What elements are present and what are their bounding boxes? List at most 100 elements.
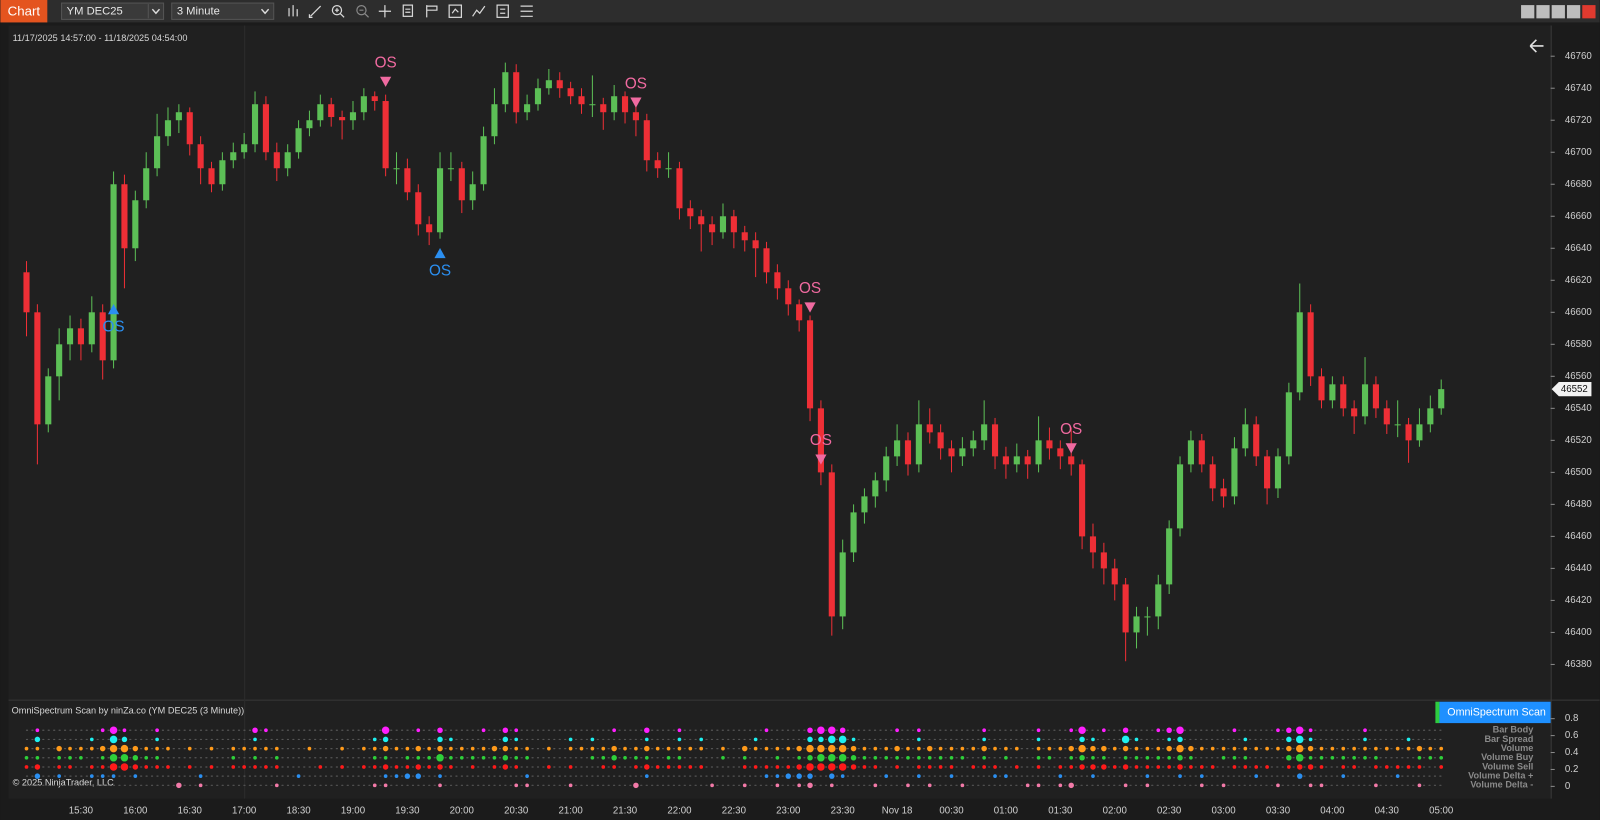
interval-select[interactable] — [171, 2, 275, 20]
y-tick-label: 46600 — [1565, 307, 1592, 318]
x-tick-label: 16:00 — [123, 805, 147, 816]
scan-dot — [1308, 783, 1313, 788]
candle-body — [1231, 448, 1238, 497]
candle-body — [883, 456, 890, 481]
copyright: © 2025 NinjaTrader, LLC — [13, 778, 114, 788]
scan-dot — [274, 746, 279, 751]
scan-dot — [568, 737, 573, 742]
scan-dot — [601, 746, 606, 751]
y-tick-label: 46660 — [1565, 211, 1592, 222]
scan-dot — [253, 755, 257, 760]
scan-dot — [677, 765, 682, 769]
candle-body — [926, 424, 933, 433]
scan-dot — [1199, 746, 1204, 751]
scan-dot — [895, 728, 899, 733]
scan-dot — [993, 774, 997, 778]
scan-dot — [1145, 755, 1150, 760]
scan-dot — [1210, 765, 1215, 769]
chart-tab[interactable] — [0, 0, 48, 23]
scan-title: OmniSpectrum Scan by ninZa.co (YM DEC25 … — [12, 705, 245, 715]
scan-dot — [1014, 765, 1019, 769]
scan-dot — [644, 737, 649, 742]
scan-dot — [1134, 746, 1139, 751]
scan-dot — [1295, 726, 1304, 735]
candle-body — [806, 320, 814, 409]
scan-dot — [1069, 728, 1074, 733]
candle-body — [676, 168, 683, 209]
y-tick-label: 0.2 — [1565, 764, 1578, 775]
scan-button[interactable] — [1439, 701, 1551, 724]
scan-dot — [525, 783, 529, 788]
window-buttons[interactable] — [1521, 5, 1596, 19]
toolbar-icons[interactable] — [288, 4, 533, 18]
scan-dot — [100, 765, 105, 769]
scan-dot — [449, 755, 453, 760]
scan-dot — [1068, 782, 1074, 789]
scan-dot — [274, 755, 279, 760]
scan-dot — [405, 746, 410, 751]
scan-dot — [927, 755, 932, 760]
scan-dot — [1079, 764, 1085, 770]
scan-dot — [960, 746, 965, 751]
scan-dot — [1287, 765, 1291, 769]
scan-dot — [144, 755, 149, 760]
scan-dot — [1090, 764, 1096, 770]
scan-dot — [449, 765, 453, 769]
scan-dot — [1101, 745, 1107, 752]
candle-body — [665, 168, 672, 170]
scan-dot — [1341, 746, 1346, 751]
scan-dot — [502, 736, 509, 743]
scan-dot — [459, 755, 464, 760]
scan-dot — [89, 765, 94, 769]
scan-dot — [492, 755, 497, 760]
scan-dot — [372, 755, 377, 760]
scan-dot — [850, 745, 857, 752]
candle-body — [317, 104, 324, 121]
scan-dot — [155, 737, 159, 742]
back-arrow[interactable] — [1529, 39, 1544, 53]
scan-dot — [121, 736, 128, 743]
scan-dot — [796, 773, 802, 779]
scan-dot — [1122, 745, 1129, 752]
x-tick-label: Nov 18 — [882, 805, 913, 816]
scan-dot — [1232, 755, 1237, 760]
scan-dot — [24, 755, 29, 760]
instrument-select[interactable] — [61, 2, 165, 20]
scan-dot — [895, 755, 899, 760]
scan-dot — [1439, 755, 1444, 760]
scan-dot — [568, 765, 573, 769]
candle-body — [589, 104, 596, 106]
scan-dot — [122, 728, 127, 733]
scan-dot — [786, 746, 791, 751]
candle-body — [730, 216, 737, 233]
scan-dot — [89, 774, 94, 778]
scan-dot — [1134, 755, 1139, 760]
scan-dot — [1091, 755, 1095, 760]
scan-dot — [634, 755, 638, 760]
scan-dot — [807, 755, 813, 761]
scan-dot — [982, 728, 986, 733]
scan-dot — [895, 765, 899, 769]
scan-dot — [1243, 755, 1248, 760]
candle-body — [600, 104, 607, 113]
candle-body — [469, 184, 476, 201]
scan-dot — [1189, 755, 1193, 760]
candle-body — [1089, 536, 1097, 553]
scan-dot — [1406, 765, 1411, 769]
candle-body — [774, 272, 781, 289]
scan-dot — [1428, 755, 1433, 760]
scan-dot — [470, 755, 475, 760]
signal-marker — [380, 76, 392, 87]
scan-dot — [634, 765, 638, 769]
scan-dot — [601, 755, 606, 760]
scan-dot — [502, 764, 509, 770]
x-tick-label: 20:30 — [504, 805, 528, 816]
candle-body — [208, 168, 215, 185]
scan-dot — [960, 783, 965, 788]
x-tick-label: 00:30 — [939, 805, 963, 816]
candle-body — [339, 117, 346, 121]
candle-body — [741, 232, 748, 241]
scan-dot — [253, 737, 257, 742]
scan-button-strip — [1435, 701, 1440, 724]
scan-dot — [807, 782, 813, 789]
